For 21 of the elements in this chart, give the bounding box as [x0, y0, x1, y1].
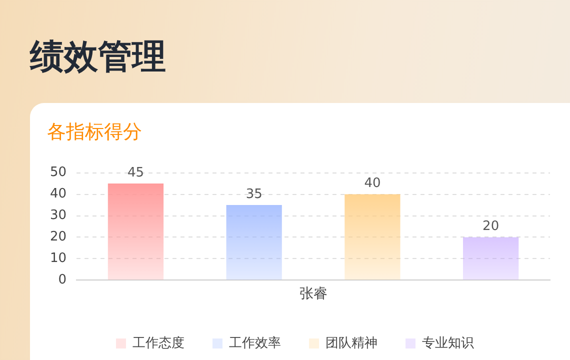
y-tick-label: 50	[50, 165, 67, 180]
chart-title: 绩效管理	[30, 36, 166, 79]
legend-label: 团队精神	[326, 336, 378, 351]
bar	[344, 194, 400, 280]
bar	[463, 237, 519, 280]
legend-label: 工作效率	[229, 334, 281, 351]
legend-label: 工作态度	[132, 334, 184, 351]
bar	[226, 205, 282, 280]
data-label: 40	[364, 176, 381, 192]
bar	[108, 184, 164, 280]
y-tick-label: 0	[58, 272, 67, 288]
legend-label: 专业知识	[422, 336, 474, 351]
chart-subtitle: 各指标得分	[47, 120, 142, 145]
y-tick-label: 40	[50, 186, 67, 202]
y-tick-label: 10	[50, 251, 67, 266]
x-tick-label: 张睿	[299, 286, 328, 302]
y-tick-label: 30	[50, 208, 67, 224]
y-tick-label: 20	[50, 230, 67, 245]
data-label: 35	[246, 186, 262, 202]
data-label: 45	[127, 165, 144, 180]
data-label: 20	[482, 219, 500, 234]
